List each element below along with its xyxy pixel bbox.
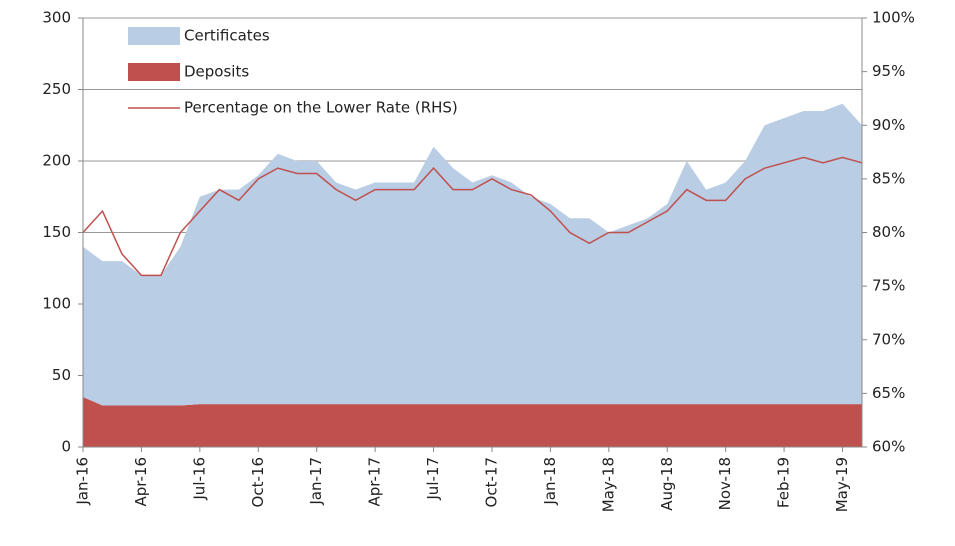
y-tick-label: 250: [42, 80, 71, 98]
y2-tick-label: 80%: [872, 223, 905, 241]
y2-tick-label: 100%: [872, 9, 915, 27]
x-tick-label: Jan-16: [74, 457, 92, 506]
x-tick-label: Jan-17: [307, 457, 325, 506]
x-tick-label: May-19: [833, 457, 851, 512]
y-tick-label: 300: [42, 9, 71, 27]
x-tick-label: Jan-18: [541, 457, 559, 506]
x-tick-label: Feb-19: [775, 457, 793, 508]
y-tick-label: 150: [42, 223, 71, 241]
legend-label: Deposits: [184, 63, 249, 81]
legend-label: Certificates: [184, 27, 270, 45]
y-tick-label: 200: [42, 152, 71, 170]
y2-tick-label: 70%: [872, 330, 905, 348]
y2-tick-label: 65%: [872, 384, 905, 402]
x-tick-label: Jul-16: [190, 457, 208, 501]
x-tick-label: Aug-18: [658, 457, 676, 511]
x-tick-label: Jul-17: [424, 457, 442, 501]
legend-swatch: [128, 63, 180, 81]
y2-tick-label: 75%: [872, 277, 905, 295]
y2-tick-label: 90%: [872, 116, 905, 134]
y2-tick-label: 60%: [872, 438, 905, 456]
line: [82, 156, 863, 277]
x-tick-label: Nov-18: [716, 457, 734, 510]
y-tick-label: 100: [42, 295, 71, 313]
y2-tick-label: 85%: [872, 169, 905, 187]
area-0: [83, 396, 862, 447]
x-tick-label: May-18: [599, 457, 617, 512]
x-tick-label: Apr-17: [366, 457, 384, 507]
y2-tick-label: 95%: [872, 62, 905, 80]
y-tick-label: 50: [52, 366, 71, 384]
legend-swatch: [128, 27, 180, 45]
x-tick-label: Oct-16: [249, 457, 267, 507]
area-1: [83, 103, 862, 406]
legend-label: Percentage on the Lower Rate (RHS): [184, 99, 458, 117]
y-tick-label: 0: [61, 438, 71, 456]
x-tick-label: Oct-17: [482, 457, 500, 507]
x-tick-label: Apr-16: [132, 457, 150, 507]
